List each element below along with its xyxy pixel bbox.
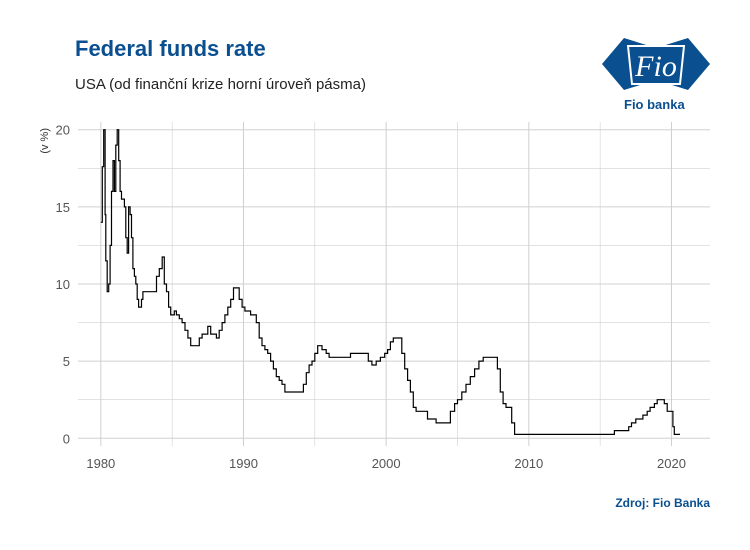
logo-center-shape [626,45,686,85]
y-tick-label: 10 [56,277,70,292]
chart-title: Federal funds rate [75,36,266,61]
fio-logo: Fio [602,38,710,90]
y-axis-label: (v %) [39,128,51,154]
y-tick-label: 15 [56,200,70,215]
series-line-fed-funds-rate [100,129,680,435]
logo-mark: Fio [634,50,677,83]
y-tick-label: 20 [56,123,70,138]
x-tick-label: 2000 [372,456,401,471]
grid [78,122,710,446]
x-tick-label: 1990 [229,456,258,471]
chart-subtitle: USA (od finanční krize horní úroveň pásm… [75,76,366,93]
y-tick-label: 0 [63,431,70,446]
x-tick-label: 2020 [657,456,686,471]
logo-name: Fio banka [624,97,685,112]
axis-ticks: 0 5 10 15 20 1980 1990 2000 2010 2020 [56,123,686,471]
x-tick-label: 1980 [86,456,115,471]
y-tick-label: 5 [63,354,70,369]
x-tick-label: 2010 [514,456,543,471]
source-note: Zdroj: Fio Banka [615,496,710,510]
